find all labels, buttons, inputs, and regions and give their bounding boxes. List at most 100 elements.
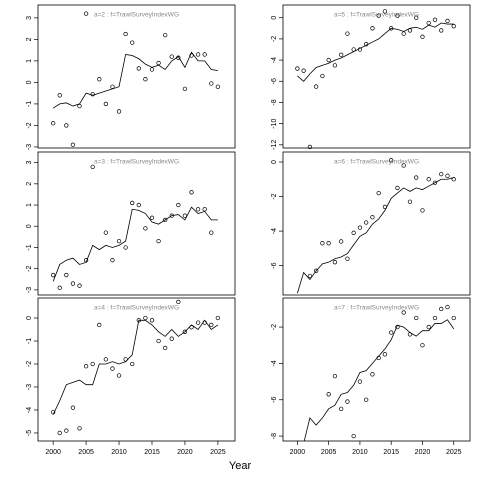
x-tick-label: 2015 xyxy=(383,449,399,456)
y-tick-label: -4 xyxy=(26,407,33,413)
y-tick-label: -12 xyxy=(271,140,278,150)
x-tick-label: 2005 xyxy=(78,449,94,456)
data-point xyxy=(401,31,406,36)
data-point xyxy=(339,52,344,57)
panel-frame xyxy=(37,4,236,149)
data-point xyxy=(163,217,168,223)
y-tick-label: 0 xyxy=(26,224,33,228)
y-tick-label: 1 xyxy=(26,59,33,63)
fit-line xyxy=(52,319,219,415)
data-point xyxy=(389,158,394,163)
data-point xyxy=(110,366,115,371)
data-point xyxy=(136,66,141,71)
data-point xyxy=(143,226,148,231)
data-point xyxy=(123,245,128,250)
data-point xyxy=(376,190,381,196)
panel: a=4 : f=TrawlSurveyIndexWG -5 -4 -3 -2 -1 0 200… xyxy=(26,297,236,456)
data-point xyxy=(332,260,338,265)
y-tick-label: 3 xyxy=(26,161,33,165)
data-point xyxy=(313,268,319,273)
y-tick-label: -3 xyxy=(26,144,33,150)
data-point xyxy=(156,60,161,66)
panel-title: a=7 : f=TrawlSurveyIndexWG xyxy=(334,305,419,312)
panel: a=6 : f=TrawlSurveyIndexWG -6 -4 -2 0 xyxy=(271,151,471,296)
data-point xyxy=(116,109,122,114)
x-tick-label: 2020 xyxy=(177,449,193,456)
y-tick-label: -3 xyxy=(26,287,33,293)
data-point xyxy=(51,121,56,126)
data-point xyxy=(209,230,214,235)
data-point xyxy=(426,177,431,182)
data-point xyxy=(426,324,431,330)
data-point xyxy=(326,392,331,397)
data-point xyxy=(414,175,419,180)
fit-line xyxy=(297,177,454,294)
data-point xyxy=(451,24,456,29)
data-point xyxy=(445,173,450,178)
y-tick-label: -6 xyxy=(271,262,278,268)
data-point xyxy=(103,357,109,362)
data-point xyxy=(364,397,369,402)
panel-frame xyxy=(37,297,236,442)
x-tick-label: 2025 xyxy=(210,449,226,456)
data-point xyxy=(382,9,388,14)
data-point xyxy=(149,318,155,323)
data-point xyxy=(364,220,369,225)
data-point xyxy=(57,93,62,98)
data-point xyxy=(123,31,128,37)
y-tick-label: 1 xyxy=(26,203,33,207)
data-point xyxy=(414,315,419,321)
y-tick-label: -6 xyxy=(271,78,278,84)
data-point xyxy=(202,52,207,57)
data-point xyxy=(301,68,306,73)
fit-line xyxy=(52,51,218,109)
data-point xyxy=(432,17,438,22)
panel-title: a=5 : f=TrawlSurveyIndexWG xyxy=(334,12,419,19)
data-point xyxy=(182,86,188,92)
y-tick-label: -3 xyxy=(26,384,33,390)
data-point xyxy=(77,283,82,288)
y-tick-label: 3 xyxy=(26,16,33,20)
data-point xyxy=(57,430,62,436)
panel: a=7 : f=TrawlSurveyIndexWG -8 -6 -4 -2 2000 20… xyxy=(271,297,471,456)
data-point xyxy=(169,336,174,341)
data-point xyxy=(432,180,438,185)
data-point xyxy=(163,345,168,351)
data-point xyxy=(195,52,201,57)
y-tick-label: -1 xyxy=(26,244,33,250)
data-point xyxy=(64,272,69,278)
data-point xyxy=(351,230,356,235)
data-point xyxy=(345,31,350,36)
data-point xyxy=(143,77,148,82)
data-point xyxy=(209,322,214,328)
data-point xyxy=(143,315,148,321)
data-point xyxy=(395,185,400,191)
panel: a=2 : f=TrawlSurveyIndexWG -3 -2 -1 0 1 2 3 xyxy=(26,4,236,150)
fit-line xyxy=(303,319,455,441)
x-tick-label: 2000 xyxy=(290,449,306,456)
data-point xyxy=(420,343,425,348)
x-tick-label: 2000 xyxy=(45,449,61,456)
panel-title: a=6 : f=TrawlSurveyIndexWG xyxy=(334,159,419,166)
data-point xyxy=(116,373,122,378)
data-point xyxy=(339,239,344,244)
data-point xyxy=(215,84,221,89)
y-tick-label: 0 xyxy=(271,16,278,20)
data-point xyxy=(57,285,62,290)
data-point xyxy=(414,15,419,20)
data-point xyxy=(77,103,82,109)
data-point xyxy=(389,330,394,335)
panel-title: a=4 : f=TrawlSurveyIndexWG xyxy=(94,305,179,312)
x-axis-label: Year xyxy=(229,460,252,472)
panel-frame xyxy=(282,4,471,149)
panel-frame xyxy=(282,151,471,296)
data-point xyxy=(407,199,413,204)
data-point xyxy=(326,241,331,246)
data-point xyxy=(395,13,400,18)
data-point xyxy=(451,177,456,182)
y-tick-label: -8 xyxy=(271,99,278,105)
data-point xyxy=(182,329,188,334)
panel-title: a=3 : f=TrawlSurveyIndexWG xyxy=(94,159,179,166)
data-point xyxy=(64,123,69,128)
data-point xyxy=(439,28,444,33)
